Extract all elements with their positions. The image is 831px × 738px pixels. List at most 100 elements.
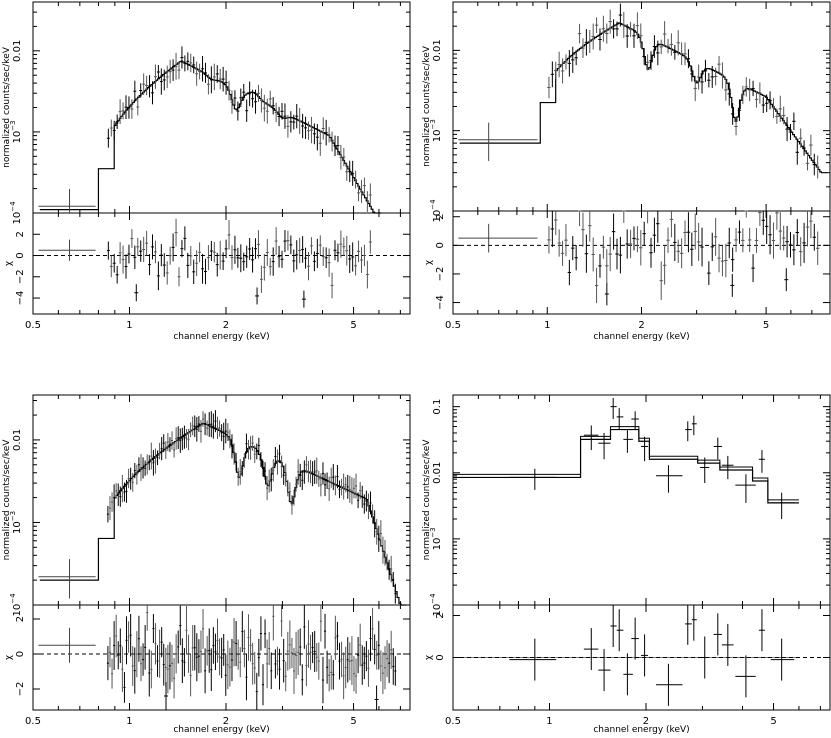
residual-point [204, 258, 207, 285]
residual-point [802, 222, 806, 263]
data-point [758, 82, 762, 104]
data-point [574, 50, 578, 66]
residual-point [564, 224, 568, 257]
data-point [367, 493, 370, 520]
residual-point [284, 661, 287, 692]
residual-point [292, 249, 296, 273]
residual-point [583, 628, 599, 671]
data-point [280, 103, 284, 120]
residual-point [117, 641, 120, 670]
resid-y-axis-label: χ [4, 261, 14, 266]
data-point [274, 447, 277, 466]
data-point [106, 128, 110, 148]
residual-point [106, 646, 109, 681]
residual-point [236, 247, 240, 268]
residual-point [631, 617, 639, 660]
residual-point [201, 609, 205, 649]
data-point [214, 410, 217, 433]
data-point [334, 475, 337, 496]
data-point [764, 94, 769, 113]
y-tick-label: 0.01 [432, 462, 443, 484]
data-point [348, 475, 351, 503]
residual-point [131, 646, 134, 686]
data-point [222, 422, 225, 450]
y-tick-label: 10−3 [9, 511, 23, 534]
x-tick-label: 1 [126, 716, 132, 727]
y-tick-label: 10−4 [429, 199, 443, 223]
resid-y-tick-label: 2 [435, 214, 446, 220]
residual-point [192, 259, 196, 284]
residual-points [38, 218, 372, 308]
residual-point [175, 634, 178, 674]
residual-point [158, 629, 161, 678]
data-point [377, 525, 380, 552]
data-point [301, 470, 304, 491]
data-point [778, 95, 782, 123]
data-point [189, 422, 192, 438]
residual-point [375, 640, 378, 670]
x-tick-label: 0.5 [25, 320, 41, 331]
data-point [394, 583, 397, 604]
data-point [631, 411, 639, 430]
residual-point [649, 237, 653, 268]
resid-y-axis-label: χ [4, 655, 14, 660]
residual-point [557, 229, 561, 257]
data-point [730, 103, 735, 125]
y-axis-label: normalized counts/sec/keV [422, 45, 432, 167]
residual-point [724, 243, 728, 278]
data-point [106, 505, 109, 523]
data-point [218, 68, 222, 90]
residual-point [130, 229, 134, 248]
spectrum-panel-1: 0.5 1 2 5 channel energy (keV) 10−4 10−3 0.01no… [2, 1, 411, 342]
residual-point [230, 245, 234, 270]
residual-point [249, 629, 252, 662]
residual-point [720, 246, 725, 277]
data-point [315, 123, 319, 151]
residual-point [261, 664, 265, 706]
residual-point [696, 223, 701, 261]
data-point [625, 24, 629, 48]
data-point [327, 127, 331, 143]
data-point [224, 418, 227, 444]
data-point [720, 62, 725, 89]
residual-point [243, 629, 246, 668]
residual-point [274, 227, 278, 256]
data-point [371, 504, 374, 524]
residual-point [109, 255, 113, 278]
residual-point [162, 643, 165, 686]
residual-point [622, 210, 626, 223]
residual-point [307, 252, 310, 281]
data-point [330, 467, 333, 488]
data-point [139, 83, 143, 98]
residual-point [312, 251, 316, 272]
data-point [130, 99, 134, 119]
data-point [365, 191, 369, 212]
data-point [309, 459, 312, 484]
data-point [368, 183, 372, 207]
x-tick-label: 0.5 [25, 716, 41, 727]
residual-point [639, 230, 643, 266]
x-axis-label: channel energy (keV) [173, 725, 269, 735]
data-point [691, 415, 697, 436]
data-point [192, 56, 196, 74]
data-point [121, 475, 124, 503]
data-point [123, 482, 126, 502]
data-point [591, 23, 595, 50]
data-point [255, 443, 258, 460]
residual-point [357, 240, 361, 263]
data-point [125, 479, 128, 503]
residual-point [581, 212, 585, 247]
data-point [717, 55, 721, 73]
data-point [323, 473, 327, 497]
data-point [137, 457, 140, 473]
data-points [106, 46, 372, 212]
residual-plot-frame [32, 212, 411, 315]
residual-point [788, 232, 793, 258]
x-tick-label: 0.5 [445, 716, 461, 727]
data-point [150, 442, 153, 470]
data-point [583, 425, 599, 451]
resid-y-tick-label: −2 [15, 269, 26, 284]
residual-point [795, 219, 799, 246]
data-point [253, 445, 256, 463]
